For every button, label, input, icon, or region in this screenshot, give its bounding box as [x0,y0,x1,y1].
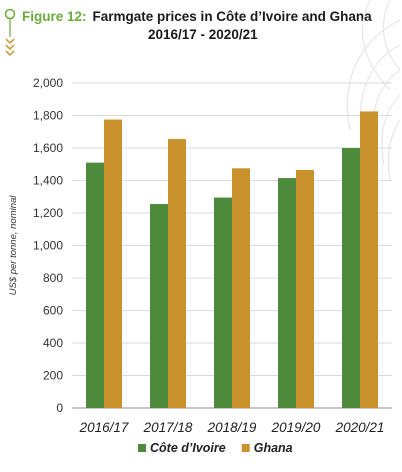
y-tick-label: 1,000 [33,239,63,253]
y-tick-label: 600 [43,304,63,318]
y-tick-label: 400 [43,336,63,350]
bar-ghana [360,111,378,408]
bar-ghana [296,169,314,408]
chart-subtitle: 2016/17 - 2020/21 [148,27,258,42]
x-tick-label: 2019/20 [271,420,321,435]
bar-cote-divoire [278,178,296,408]
figure-label: Figure 12: [22,9,87,24]
x-tick-label: 2016/17 [79,420,129,435]
x-tick-label: 2018/19 [207,420,257,435]
legend-swatch [138,444,146,452]
bar-cote-divoire [150,204,168,408]
bar-ghana [104,119,122,408]
chart-title-text: Farmgate prices in Côte d’Ivoire and Gha… [92,9,372,24]
legend-label: Côte d’Ivoire [150,441,226,455]
y-tick-label: 1,400 [33,174,63,188]
y-tick-label: 0 [56,401,63,415]
figure-marker-icon [4,8,16,57]
bar-cote-divoire [342,148,360,408]
bar-cote-divoire [86,162,104,408]
chart-title: Figure 12: Farmgate prices in Côte d’Ivoi… [22,9,372,24]
y-tick-label: 2,000 [33,76,63,90]
y-tick-label: 1,800 [33,109,63,123]
bar-cote-divoire [214,197,232,408]
y-tick-label: 1,600 [33,141,63,155]
bar-ghana [168,139,186,408]
y-tick-label: 200 [43,369,63,383]
legend-label: Ghana [254,441,293,455]
y-tick-label: 1,200 [33,206,63,220]
y-axis-label: US$ per tonne, nominal [8,195,19,296]
x-tick-label: 2020/21 [335,420,385,435]
y-tick-label: 800 [43,271,63,285]
chart-header: Figure 12: Farmgate prices in Côte d’Ivoi… [0,0,402,62]
bar-ghana [232,168,250,408]
legend-swatch [241,444,250,452]
x-tick-label: 2017/18 [143,420,193,435]
